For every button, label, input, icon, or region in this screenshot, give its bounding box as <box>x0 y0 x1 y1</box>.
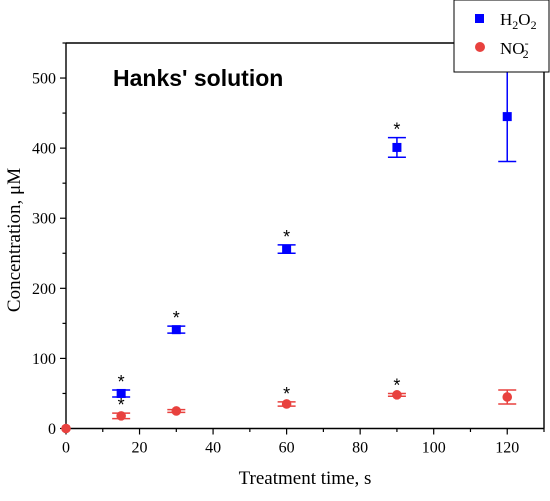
significance-star: * <box>118 372 125 392</box>
ticks-layer: 0 20 40 60 80 100 120 0 100 200 300 400 500 <box>32 42 545 457</box>
significance-star: * <box>173 308 180 328</box>
data-point-square <box>392 142 402 152</box>
x-tick-label: 100 <box>422 440 446 457</box>
axes-layer <box>65 42 545 430</box>
labels-layer: Hanks' solution Treatment time, s Concen… <box>4 65 371 489</box>
data-point-circle <box>502 392 513 402</box>
legend: H2O2 NO-2 <box>453 0 550 73</box>
y-tick-label: 100 <box>32 351 56 368</box>
y-tick-label: 300 <box>32 211 56 228</box>
x-tick-label: 80 <box>352 440 368 457</box>
x-tick-label: 20 <box>132 440 148 457</box>
significance-star: * <box>283 384 290 404</box>
data-point-circle <box>116 411 126 421</box>
data-point-square <box>502 112 512 122</box>
series-h2o2: * * * * * <box>112 54 517 398</box>
significance-star: * <box>393 375 400 395</box>
legend-label-no2: NO-2 <box>500 36 529 61</box>
data-point-square <box>171 325 181 335</box>
y-tick-label: 200 <box>32 281 56 298</box>
data-point-circle <box>392 390 402 400</box>
data-point-circle <box>281 399 292 409</box>
data-point-circle <box>61 423 71 434</box>
legend-box <box>453 0 550 73</box>
legend-marker-h2o2 <box>475 14 484 23</box>
legend-marker-no2 <box>475 42 485 52</box>
x-axis-title: Treatment time, s <box>239 468 372 489</box>
x-tick-label: 40 <box>205 440 221 457</box>
significance-star: * <box>118 395 125 415</box>
significance-star: * <box>283 227 290 247</box>
data-point-circle <box>171 406 182 416</box>
legend-label-h2o2: H2O2 <box>500 10 537 32</box>
data-point-square <box>116 388 126 398</box>
data-point-square <box>282 244 292 254</box>
y-tick-label: 0 <box>48 421 56 438</box>
chart-title: Hanks' solution <box>113 65 283 91</box>
series-no2: * * * <box>61 375 517 434</box>
x-tick-label: 0 <box>62 440 70 457</box>
series-layer: ******** <box>61 54 517 434</box>
significance-star: * <box>393 120 400 140</box>
x-tick-label: 60 <box>279 440 295 457</box>
y-tick-label: 400 <box>32 141 56 158</box>
y-axis-title: Concentration, μM <box>4 168 25 312</box>
y-tick-label: 500 <box>32 71 56 88</box>
x-tick-label: 120 <box>495 440 519 457</box>
